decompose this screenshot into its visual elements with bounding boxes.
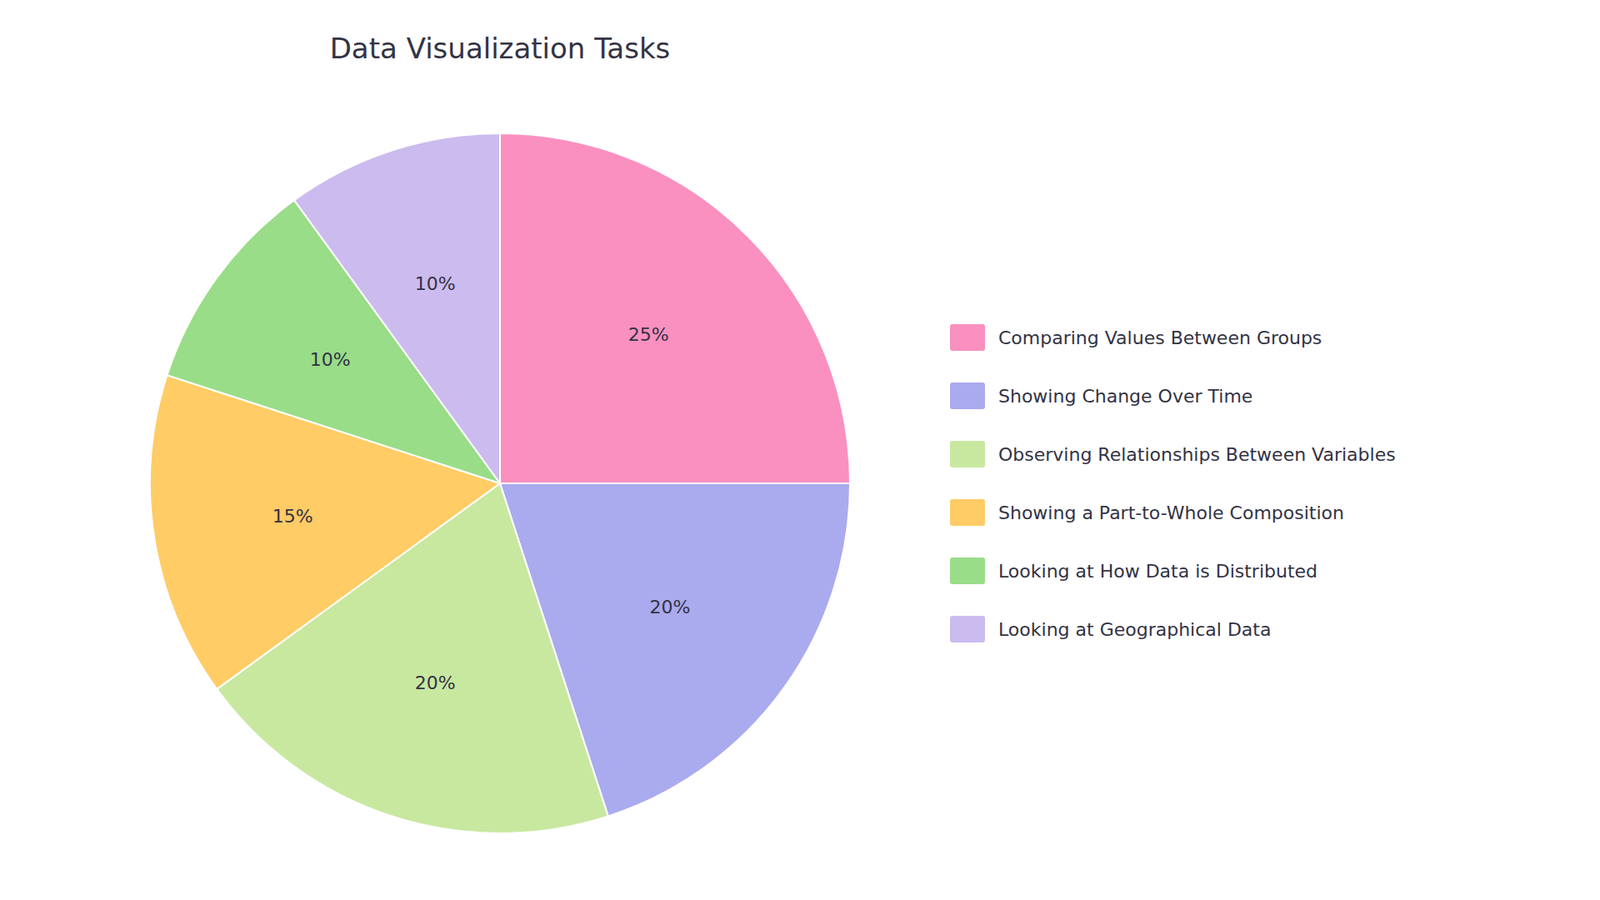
legend: Comparing Values Between Groups Showing C… [950, 324, 1396, 643]
legend-item: Comparing Values Between Groups [950, 324, 1322, 351]
data-labels: 25% 20% 20% 15% 10% 10% [272, 273, 691, 694]
legend-item: Showing Change Over Time [950, 382, 1253, 410]
data-label: 10% [415, 273, 456, 295]
legend-swatch [950, 382, 985, 410]
legend-swatch [950, 615, 985, 643]
legend-swatch [950, 557, 985, 585]
pie-group [150, 133, 850, 834]
legend-swatch [950, 440, 985, 468]
data-label: 15% [272, 505, 314, 527]
legend-item: Looking at How Data is Distributed [950, 557, 1318, 585]
legend-swatch [950, 324, 985, 351]
legend-item: Observing Relationships Between Variable… [950, 440, 1396, 468]
pie-slice [294, 133, 500, 484]
data-label: 20% [415, 672, 456, 694]
data-label: 25% [628, 324, 670, 345]
legend-label: Looking at How Data is Distributed [998, 560, 1318, 582]
legend-swatch [950, 499, 985, 526]
chart-root: Data Visualization Tasks 25% 20% 20% 15% 10% 1… [0, 0, 1600, 900]
legend-label: Observing Relationships Between Variable… [998, 444, 1396, 465]
legend-label: Comparing Values Between Groups [998, 327, 1322, 349]
legend-label: Showing Change Over Time [998, 385, 1253, 407]
legend-item: Looking at Geographical Data [950, 615, 1271, 643]
data-label: 10% [310, 349, 351, 370]
legend-item: Showing a Part-to-Whole Composition [950, 499, 1345, 526]
data-label: 20% [649, 596, 690, 618]
legend-label: Looking at Geographical Data [998, 619, 1271, 640]
chart-title: Data Visualization Tasks [330, 31, 671, 65]
pie-slice [500, 133, 850, 484]
legend-label: Showing a Part-to-Whole Composition [998, 502, 1345, 524]
